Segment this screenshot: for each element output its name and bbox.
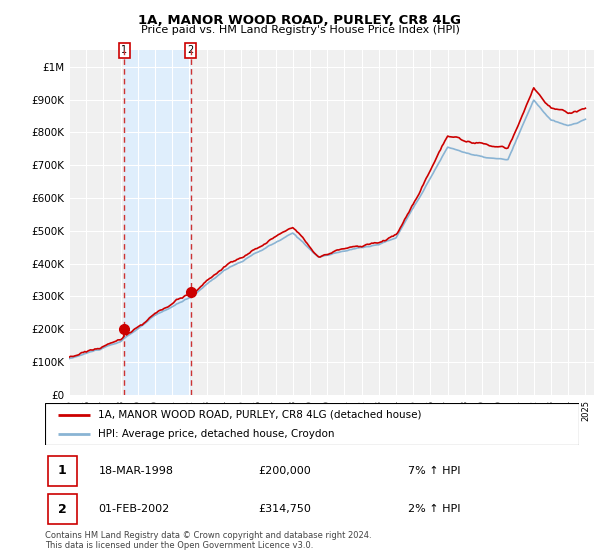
Text: £314,750: £314,750 — [259, 504, 311, 514]
Text: 2: 2 — [188, 45, 194, 55]
Text: 1A, MANOR WOOD ROAD, PURLEY, CR8 4LG (detached house): 1A, MANOR WOOD ROAD, PURLEY, CR8 4LG (de… — [98, 409, 422, 419]
Text: 1: 1 — [121, 45, 127, 55]
Bar — [47, 456, 77, 486]
Text: £200,000: £200,000 — [259, 466, 311, 476]
Text: 7% ↑ HPI: 7% ↑ HPI — [408, 466, 461, 476]
Text: HPI: Average price, detached house, Croydon: HPI: Average price, detached house, Croy… — [98, 429, 335, 439]
Text: 01-FEB-2002: 01-FEB-2002 — [98, 504, 170, 514]
Text: Contains HM Land Registry data © Crown copyright and database right 2024.
This d: Contains HM Land Registry data © Crown c… — [45, 531, 371, 550]
Text: Price paid vs. HM Land Registry's House Price Index (HPI): Price paid vs. HM Land Registry's House … — [140, 25, 460, 35]
Text: 2% ↑ HPI: 2% ↑ HPI — [408, 504, 461, 514]
Text: 1A, MANOR WOOD ROAD, PURLEY, CR8 4LG: 1A, MANOR WOOD ROAD, PURLEY, CR8 4LG — [139, 14, 461, 27]
Bar — [124, 50, 191, 395]
Text: 18-MAR-1998: 18-MAR-1998 — [98, 466, 173, 476]
Text: 1: 1 — [58, 464, 67, 478]
Bar — [47, 494, 77, 524]
Text: 2: 2 — [58, 502, 67, 516]
